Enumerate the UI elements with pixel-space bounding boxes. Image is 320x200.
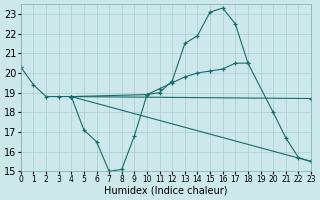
X-axis label: Humidex (Indice chaleur): Humidex (Indice chaleur) [104,186,228,196]
